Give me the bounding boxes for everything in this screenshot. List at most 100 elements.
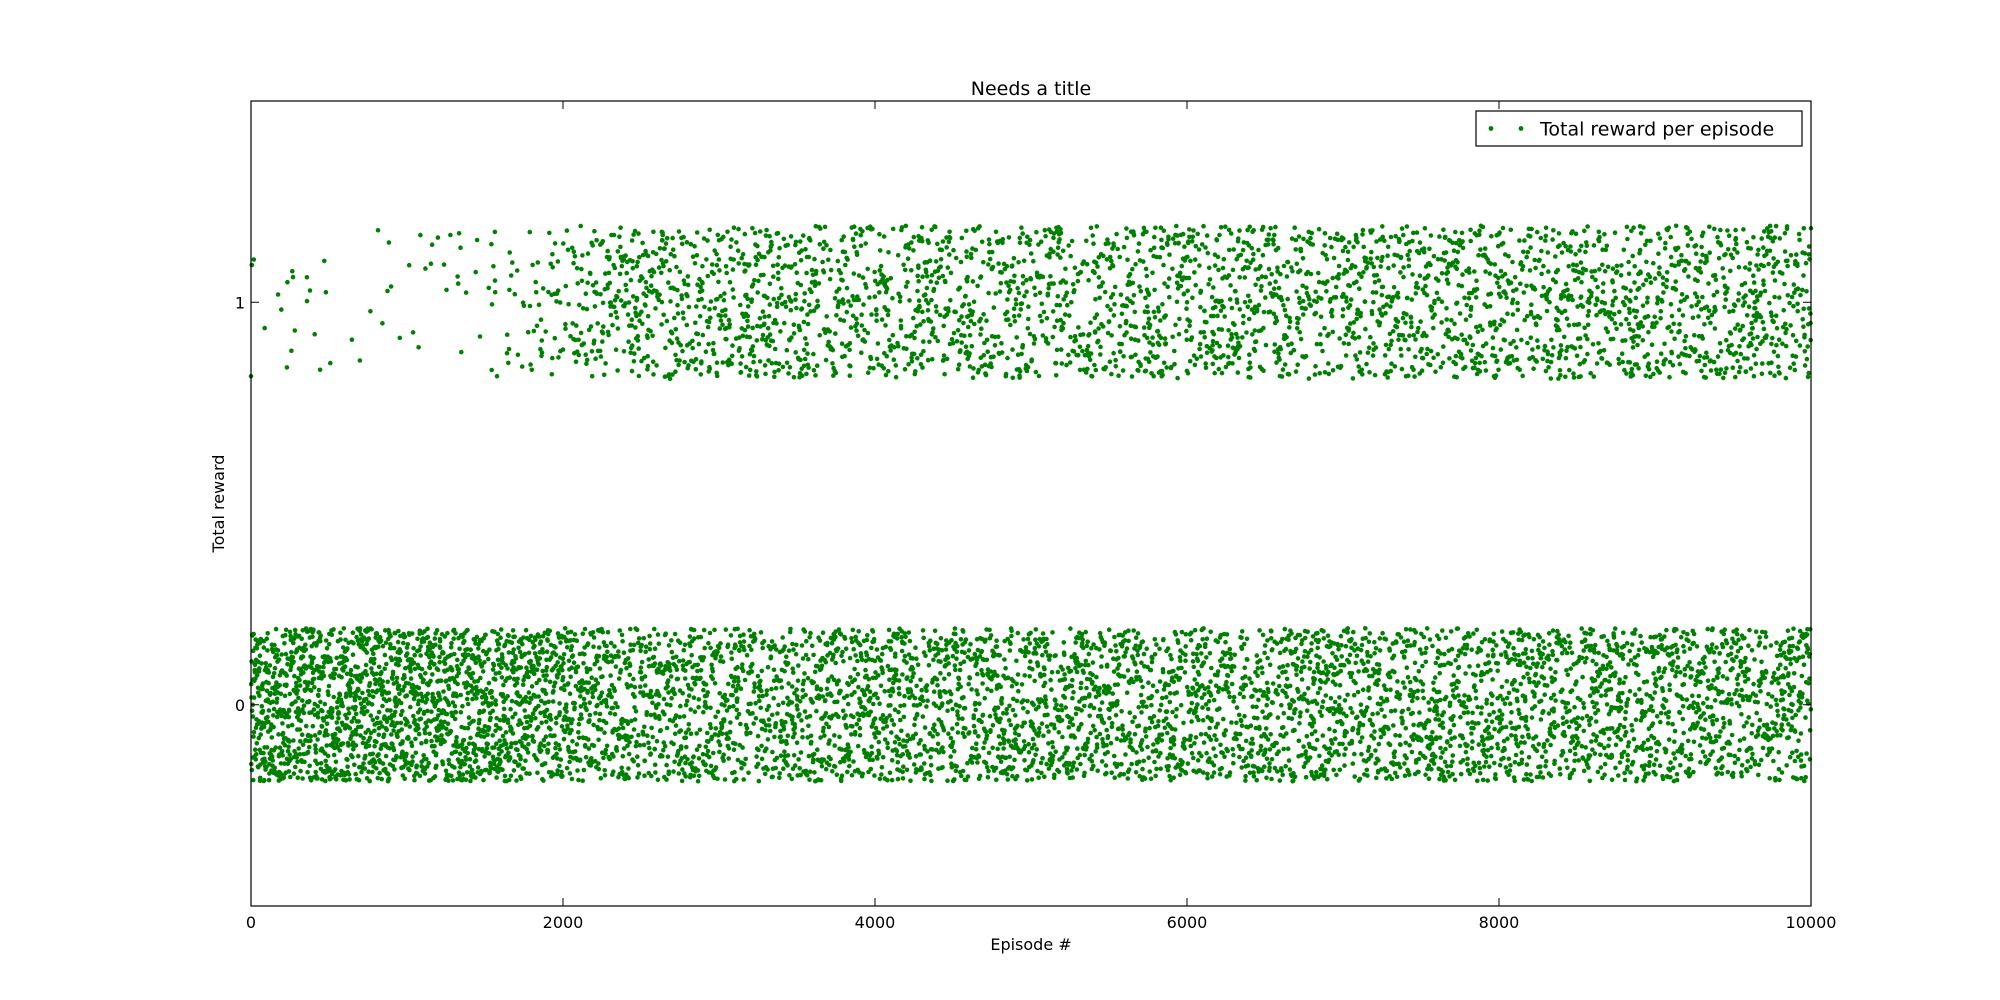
data-point <box>966 681 971 687</box>
data-point <box>888 693 893 699</box>
data-point <box>464 745 469 751</box>
data-point <box>432 661 437 667</box>
data-point <box>455 657 460 663</box>
data-point <box>845 769 850 775</box>
data-point <box>379 692 385 697</box>
data-point <box>576 352 582 358</box>
data-point <box>771 695 776 701</box>
data-point <box>663 631 668 636</box>
data-point <box>919 238 925 244</box>
data-point <box>663 241 669 246</box>
data-point <box>785 763 790 768</box>
data-point <box>694 747 700 752</box>
data-point <box>873 691 878 697</box>
data-point <box>765 664 771 670</box>
data-point <box>499 749 504 754</box>
data-point <box>501 706 507 712</box>
data-point <box>630 266 636 271</box>
data-point <box>666 769 672 774</box>
data-point <box>797 327 803 333</box>
data-point <box>752 684 758 690</box>
data-point <box>814 363 820 369</box>
data-point <box>451 636 457 641</box>
data-point <box>878 683 884 689</box>
data-point <box>750 282 756 287</box>
data-point <box>614 748 620 753</box>
data-point <box>953 255 959 261</box>
data-point <box>497 670 502 676</box>
data-point <box>877 231 882 237</box>
data-point <box>311 676 317 682</box>
data-point <box>424 696 430 702</box>
data-point <box>933 224 938 230</box>
data-point <box>847 763 852 769</box>
data-point <box>261 724 267 730</box>
data-point <box>469 767 475 773</box>
data-point <box>686 727 691 732</box>
data-point <box>954 721 960 727</box>
data-point <box>985 349 990 355</box>
data-point <box>584 361 589 367</box>
data-point <box>680 310 686 316</box>
data-point <box>620 725 626 731</box>
data-point <box>345 764 350 769</box>
data-point <box>935 683 940 688</box>
data-point <box>390 741 395 747</box>
data-point <box>775 270 781 276</box>
data-point <box>274 714 280 720</box>
data-point <box>449 640 454 646</box>
data-point <box>681 647 687 653</box>
data-point <box>361 735 366 741</box>
data-point <box>1002 728 1007 733</box>
data-point <box>899 634 904 640</box>
data-point <box>421 677 426 683</box>
data-point <box>294 755 300 760</box>
data-point <box>353 727 359 733</box>
data-point <box>634 739 639 745</box>
data-point <box>761 272 766 278</box>
data-point <box>302 759 307 765</box>
data-point <box>923 269 929 275</box>
data-point <box>395 639 401 645</box>
data-point <box>1012 319 1018 324</box>
data-point <box>741 777 746 782</box>
data-point <box>315 761 320 767</box>
data-point <box>750 225 755 231</box>
data-point <box>330 706 335 712</box>
data-point <box>994 644 1000 649</box>
data-point <box>315 710 321 716</box>
data-point <box>1011 306 1017 312</box>
data-point <box>648 688 654 694</box>
data-point <box>363 753 368 759</box>
data-point <box>380 761 386 766</box>
data-point <box>705 273 711 279</box>
data-point <box>1015 723 1020 729</box>
data-point <box>282 742 288 748</box>
data-point <box>251 729 257 735</box>
data-point <box>745 304 751 309</box>
data-point <box>340 703 346 709</box>
data-point <box>392 723 397 729</box>
data-point <box>370 694 376 700</box>
data-point <box>367 692 372 698</box>
data-point <box>546 699 551 705</box>
data-point <box>754 369 759 374</box>
data-point <box>572 632 578 637</box>
data-point <box>290 655 296 660</box>
data-point <box>1006 739 1012 744</box>
data-point <box>605 629 611 635</box>
data-point <box>353 704 358 710</box>
data-point <box>404 693 410 698</box>
data-point <box>692 709 698 714</box>
data-point <box>781 766 786 771</box>
data-point <box>449 668 455 673</box>
data-point <box>821 269 827 275</box>
data-point <box>875 695 880 701</box>
data-point <box>585 280 590 286</box>
data-point <box>863 241 868 246</box>
data-point <box>823 698 828 703</box>
data-point <box>384 661 389 667</box>
data-point <box>556 671 561 676</box>
data-point <box>623 282 628 288</box>
